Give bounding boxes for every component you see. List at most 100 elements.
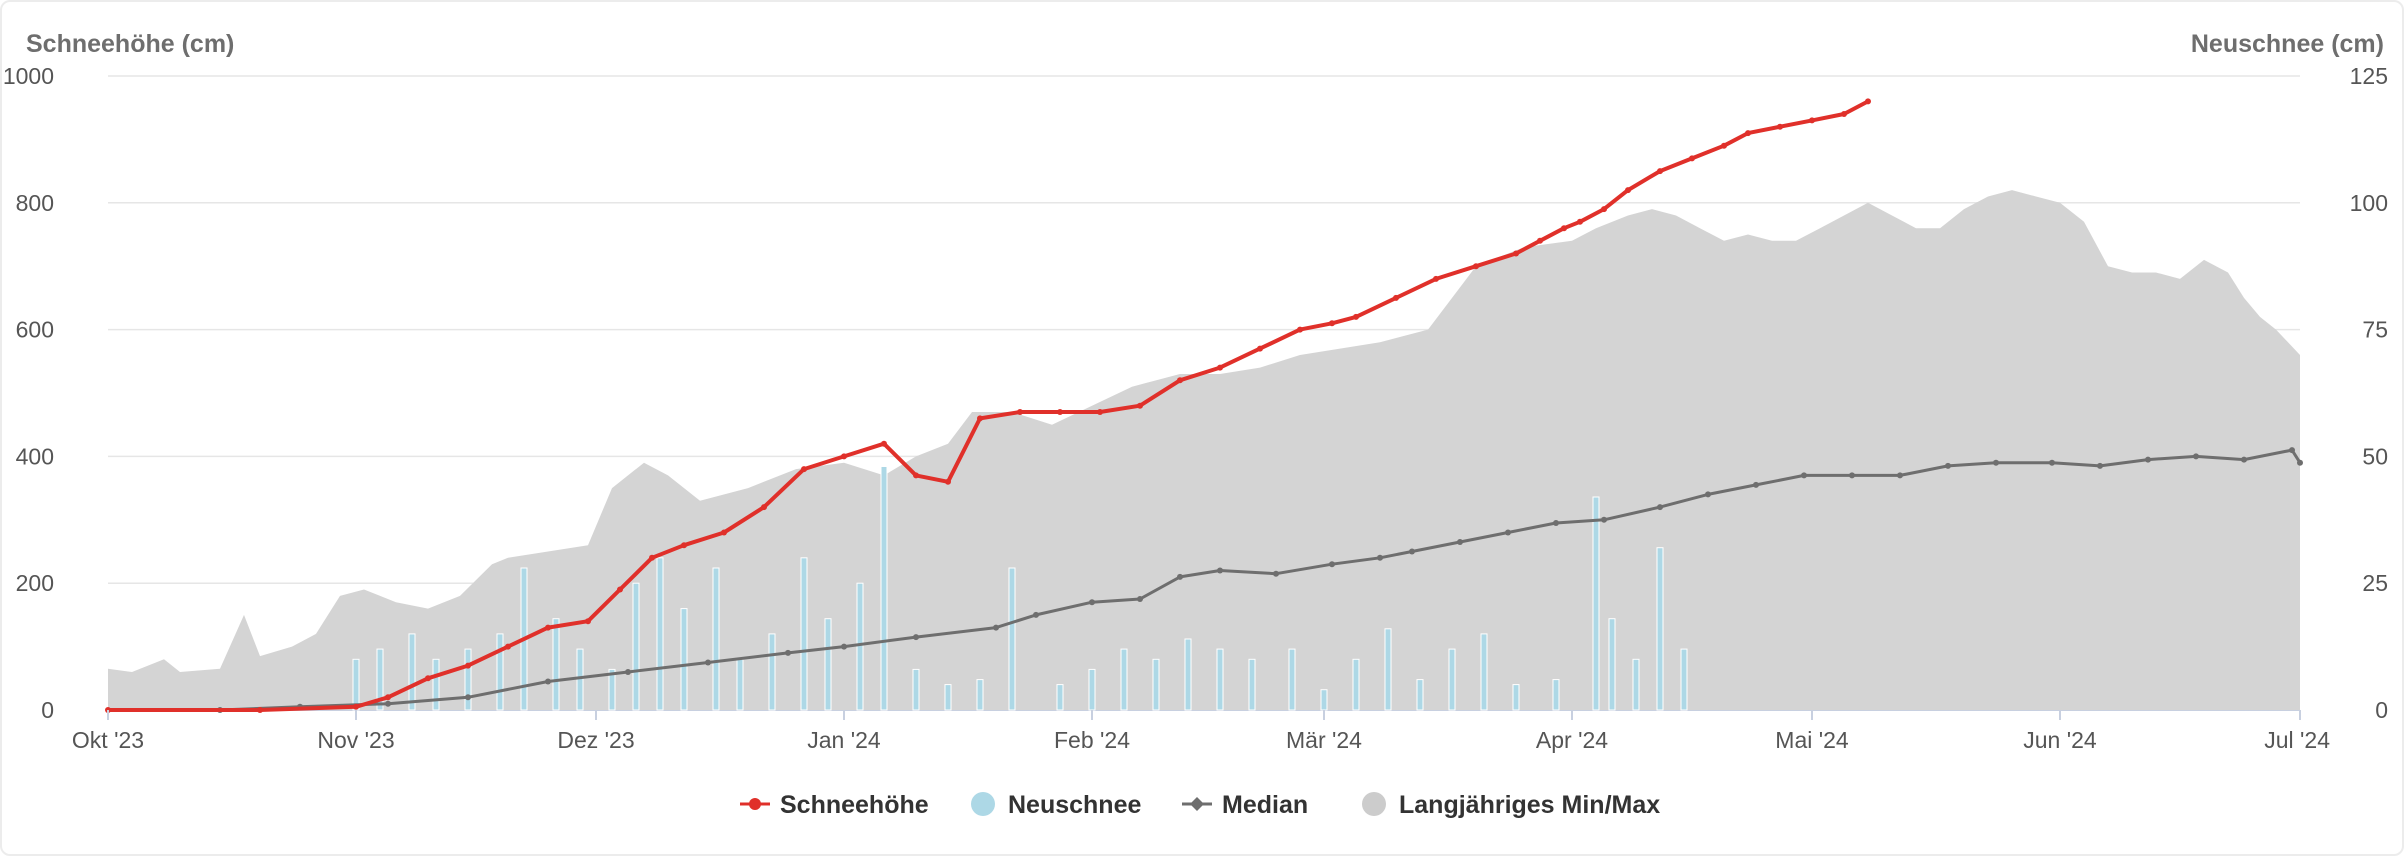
x-tick-label: Nov '23 [317,727,394,753]
new-snow-bar [1512,684,1520,711]
new-snow-bar [912,668,920,711]
new-snow-bar [1656,547,1664,711]
new-snow-bars [352,466,1688,711]
median-point [2241,456,2247,463]
y-axis-left-title: Schneehöhe (cm) [26,30,234,58]
median-point [993,624,999,631]
median-point [1329,561,1335,568]
snow-depth-point [1577,218,1583,225]
snow-depth-point [257,707,263,713]
new-snow-bar [1608,618,1616,711]
y-right-tick-label: 75 [2362,317,2388,343]
snow-depth-point [1257,345,1263,352]
median-point [1457,539,1463,545]
median-point [1089,599,1095,606]
new-snow-bar [880,466,888,711]
new-snow-bar [1680,648,1688,711]
median-point [1377,554,1383,561]
new-snow-bar [944,684,952,711]
median-point [1993,459,1999,466]
new-snow-bar [976,679,984,711]
snow-depth-point [1433,275,1439,282]
x-tick-label: Dez '23 [557,727,634,753]
median-point [1217,567,1223,574]
y-left-tick-label: 400 [16,443,54,469]
legend-label: Langjähriges Min/Max [1399,791,1660,819]
snow-depth-point [1809,117,1815,124]
median-point [1705,491,1711,498]
x-tick-label: Jun '24 [2023,727,2097,753]
legend-item[interactable]: Median [1182,791,1308,819]
new-snow-bar [1088,668,1096,711]
median-point [841,643,847,650]
new-snow-bar [1480,633,1488,711]
new-snow-bar [1384,628,1392,711]
new-snow-bar [1184,638,1192,711]
median-point [705,659,711,666]
snow-depth-point [761,504,767,511]
snow-depth-point [945,478,951,485]
snow-depth-point [1865,98,1871,105]
snow-depth-point [913,472,919,479]
new-snow-bar [1216,648,1224,711]
y-left-tick-label: 0 [41,697,54,723]
new-snow-bar [800,557,808,711]
median-point [625,669,631,675]
y-left-tick-label: 1000 [3,63,54,89]
x-tick-label: Jul '24 [2264,727,2330,753]
new-snow-bar [464,648,472,711]
snow-depth-point [1297,326,1303,333]
new-snow-bar [352,658,360,711]
snow-depth-point [1513,250,1519,257]
min-max-area-layer [108,190,2300,711]
median-point [1753,481,1759,488]
legend-item[interactable]: Schneehöhe [740,791,929,819]
median-point [1409,548,1415,555]
new-snow-bar [768,633,776,711]
snow-depth-point [1777,123,1783,130]
legend-label: Median [1222,791,1308,819]
new-snow-bar [656,557,664,711]
legend-item[interactable]: Langjähriges Min/Max [1362,791,1660,819]
new-snow-bar [1120,648,1128,711]
legend-item[interactable]: Neuschnee [971,791,1141,819]
median-point [1137,596,1143,602]
legend-label: Schneehöhe [780,791,929,819]
snow-depth-point [1841,111,1847,117]
min-max-area [108,190,2300,711]
new-snow-bar [1056,684,1064,711]
snow-depth-point [585,618,591,625]
snow-depth-point [649,554,655,561]
new-snow-bar [376,648,384,711]
median-point [2289,447,2295,454]
x-tick-label: Mär '24 [1286,727,1362,753]
x-tick-label: Okt '23 [72,727,144,753]
legend-circle-icon [1362,792,1386,816]
snow-depth-point [841,453,847,460]
snow-depth-point [385,694,391,701]
x-tick-label: Mai '24 [1775,727,1849,753]
median-point [2145,456,2151,463]
snow-depth-point [505,643,511,650]
snow-depth-point [617,586,623,593]
legend-dot-icon [749,798,761,810]
new-snow-bar [1008,567,1016,711]
median-point [2193,453,2199,460]
snow-depth-point [1537,237,1543,244]
median-point [465,694,471,701]
snow-depth-point [1017,409,1023,415]
legend-circle-icon [971,792,995,816]
legend-diamond-icon [1190,797,1204,811]
median-point [1801,472,1807,479]
y-axis-right-ticks: 0 25 50 75 100 125 [2350,63,2388,723]
median-point [1273,570,1279,577]
y-right-tick-label: 0 [2375,697,2388,723]
new-snow-bar [496,633,504,711]
new-snow-bar [1152,658,1160,711]
new-snow-bar [432,658,440,711]
snow-depth-point [1353,313,1359,320]
median-point [545,678,551,685]
median-series [217,447,2303,713]
snow-depth-point [1745,130,1751,137]
legend[interactable]: Schneehöhe Neuschnee Median Langjähriges Mi… [740,791,1660,819]
